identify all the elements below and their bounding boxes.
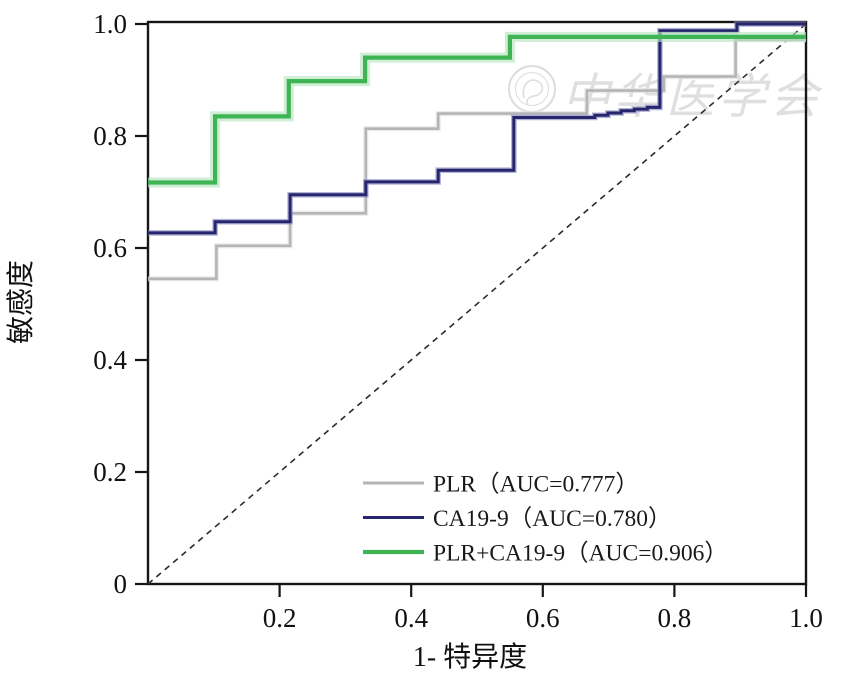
legend-item: PLR+CA19-9（AUC=0.906） (363, 541, 728, 567)
y-axis-tick-label: 0.8 (93, 121, 127, 151)
x-axis-title: 1- 特异度 (413, 641, 527, 673)
legend-label-PLR+CA19-9: PLR+CA19-9（AUC=0.906） (433, 541, 728, 567)
legend-label-CA19-9: CA19-9（AUC=0.780） (433, 506, 671, 532)
watermark-seal-serpent-icon (522, 79, 544, 105)
plot-border (146, 20, 808, 586)
reference-diagonal (147, 23, 807, 585)
y-axis-tick-label: 0.4 (93, 345, 127, 375)
y-axis-tick-label: 0.6 (93, 233, 127, 263)
y-axis-tick-label: 1.0 (93, 9, 127, 39)
x-axis-tick-label: 1.0 (789, 603, 823, 633)
legend-item: PLR（AUC=0.777） (363, 472, 639, 498)
y-axis-title: 敏感度 (5, 260, 37, 344)
x-axis-tick-label: 0.8 (658, 603, 692, 633)
watermark-seal-inner-ring-icon (514, 71, 550, 107)
y-axis-tick-label: 0.2 (93, 457, 127, 487)
roc-curve-CA19-9 (148, 22, 806, 235)
legend-item: CA19-9（AUC=0.780） (363, 506, 671, 532)
y-axis-tick-label: 0 (114, 569, 128, 599)
x-axis-tick-label: 0.2 (263, 603, 297, 633)
x-axis-tick-label: 0.6 (526, 603, 560, 633)
roc-curve-PLR (148, 38, 806, 281)
roc-curve-PLR+CA19-9 (148, 34, 806, 185)
x-axis-tick-label: 0.4 (394, 603, 428, 633)
legend-label-PLR: PLR（AUC=0.777） (433, 472, 639, 498)
